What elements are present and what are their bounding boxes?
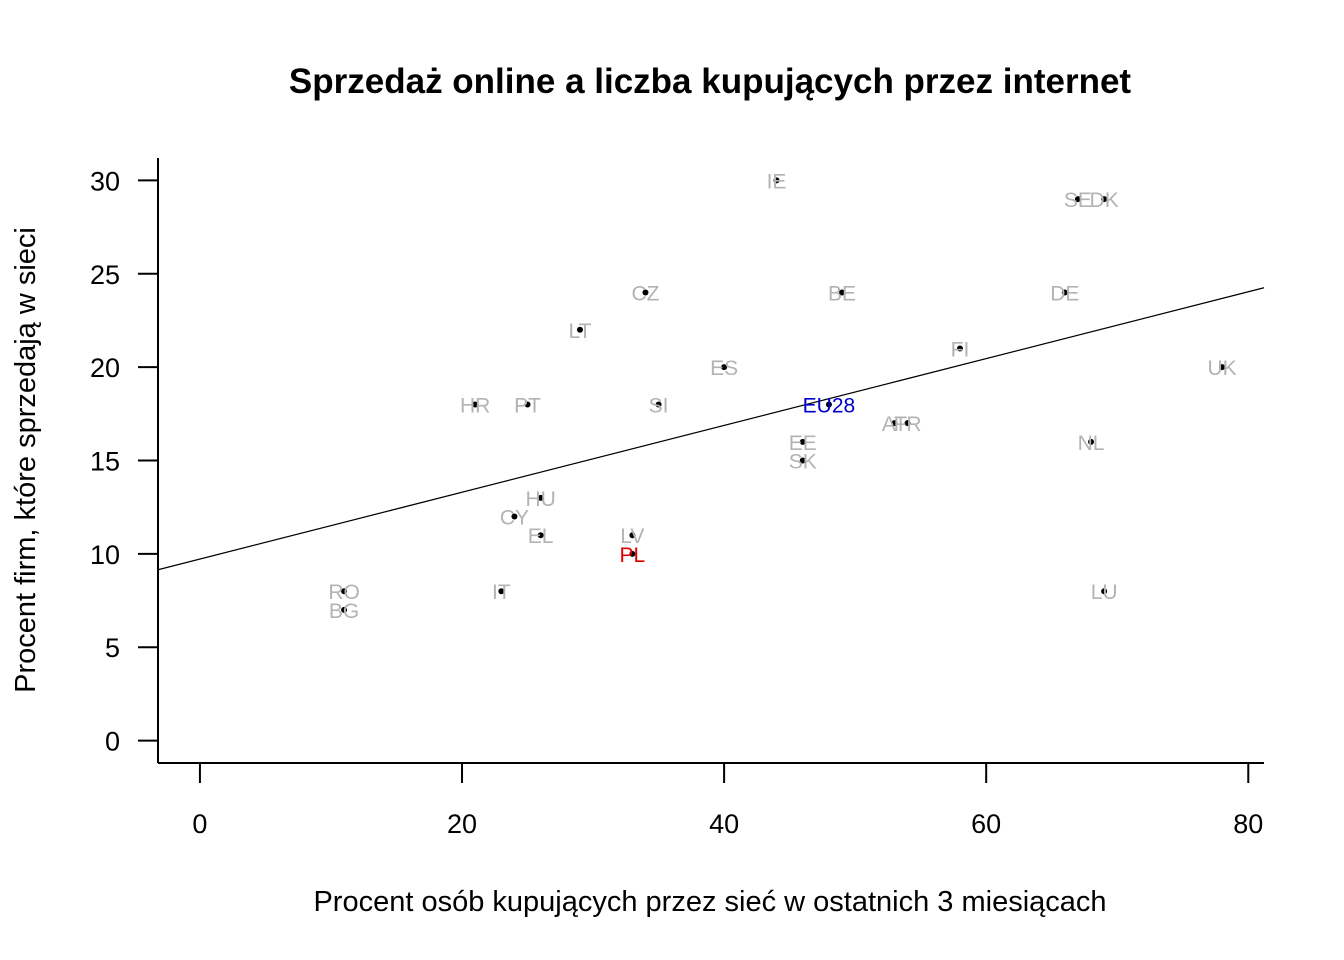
x-axis-label: Procent osób kupujących przez sieć w ost… (313, 886, 1106, 918)
point-label-cy: CY (500, 507, 529, 530)
data-point-si (655, 401, 662, 408)
point-label-pl: PL (620, 544, 646, 567)
data-point-ie (773, 177, 780, 184)
data-point-hu (537, 494, 544, 501)
data-point-fr (904, 420, 911, 427)
point-label-fi: FI (951, 338, 970, 361)
y-tick-label: 0 (105, 727, 120, 757)
point-label-eu28: EU28 (803, 394, 856, 417)
point-label-pt: PT (514, 394, 541, 417)
point-label-hr: HR (460, 394, 490, 417)
point-label-se: SE (1064, 189, 1092, 212)
x-tick-label: 40 (709, 809, 739, 839)
point-label-el: EL (528, 525, 554, 548)
point-label-it: IT (492, 581, 511, 604)
y-axis-label: Procent firm, które sprzedają w sieci (10, 227, 42, 693)
y-tick-label: 5 (105, 633, 120, 663)
axes: 0 20 40 60 80 0 5 10 15 20 25 30 (90, 158, 1264, 839)
data-point-de (1061, 289, 1068, 296)
data-point-dk (1101, 196, 1108, 203)
data-point-fi (956, 345, 963, 352)
data-point-sk (799, 457, 806, 464)
data-point-nl (1088, 438, 1095, 445)
data-point-pl (629, 550, 636, 557)
data-point-it (498, 588, 505, 595)
data-point-hr (472, 401, 479, 408)
data-point-cy (511, 513, 518, 520)
x-axis-ticks: 0 20 40 60 80 (192, 763, 1263, 839)
x-tick-label: 80 (1233, 809, 1263, 839)
data-point-uk (1219, 364, 1226, 371)
y-tick-label: 15 (90, 447, 120, 477)
x-tick-label: 60 (971, 809, 1001, 839)
point-label-de: DE (1050, 282, 1079, 305)
point-label-ro: RO (328, 581, 360, 604)
point-label-lv: LV (620, 525, 644, 548)
data-point-lt (576, 326, 583, 333)
data-point-lu (1101, 588, 1108, 595)
data-point-eu28 (825, 401, 832, 408)
y-axis-ticks: 0 5 10 15 20 25 30 (90, 166, 158, 757)
data-point-pt (524, 401, 531, 408)
data-point-bg (341, 606, 348, 613)
point-label-cz: CZ (631, 282, 659, 305)
point-label-be: BE (828, 282, 856, 305)
data-point-at (891, 420, 898, 427)
x-tick-label: 0 (192, 809, 207, 839)
data-point-el (537, 532, 544, 539)
point-label-bg: BG (329, 600, 359, 623)
point-label-dk: DK (1090, 189, 1119, 212)
data-point-es (721, 364, 728, 371)
x-tick-label: 20 (447, 809, 477, 839)
point-label-nl: NL (1078, 432, 1105, 455)
data-point-ee (799, 438, 806, 445)
data-points (341, 177, 1226, 613)
y-tick-label: 25 (90, 260, 120, 290)
y-tick-label: 20 (90, 353, 120, 383)
point-label-ee: EE (789, 432, 817, 455)
data-point-se (1074, 196, 1081, 203)
point-label-uk: UK (1207, 357, 1236, 380)
point-label-lu: LU (1091, 581, 1118, 604)
chart-title: Sprzedaż online a liczba kupujących prze… (289, 62, 1131, 101)
data-point-be (839, 289, 846, 296)
y-tick-label: 10 (90, 540, 120, 570)
data-point-cz (642, 289, 649, 296)
point-label-es: ES (710, 357, 738, 380)
trend-line (157, 287, 1265, 571)
point-label-at: AT (882, 413, 907, 436)
point-label-hu: HU (525, 488, 555, 511)
point-label-lt: LT (568, 320, 591, 343)
point-label-ie: IE (767, 170, 787, 193)
data-point-ro (341, 588, 348, 595)
y-tick-label: 30 (90, 166, 120, 196)
point-label-sk: SK (789, 451, 817, 474)
point-label-si: SI (649, 394, 669, 417)
point-label-fr: FR (894, 413, 922, 436)
data-point-lv (629, 532, 636, 539)
